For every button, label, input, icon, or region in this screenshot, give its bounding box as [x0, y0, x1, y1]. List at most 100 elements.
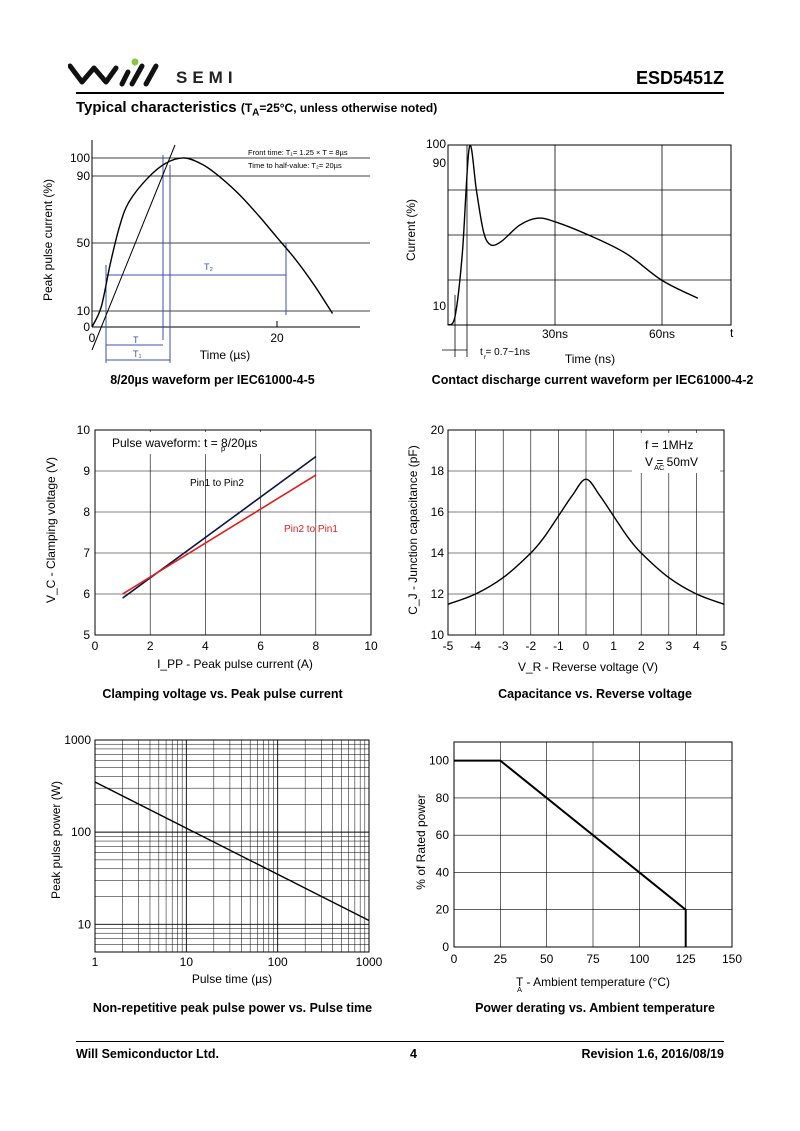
c4-xtick: -3	[498, 639, 509, 653]
c4-ytick: 16	[431, 505, 445, 519]
c5-frame	[94, 739, 370, 953]
c6-ytick: 100	[429, 754, 449, 768]
c6-ytick: 20	[436, 903, 450, 917]
c1-xlabel: Time (µs)	[200, 348, 250, 362]
c1-t-label: T	[133, 335, 139, 345]
c2-xtick: 60ns	[649, 327, 675, 341]
c3-series-line	[122, 474, 317, 595]
c5-grid: 1 10 100 1000 1000 100 10	[64, 733, 382, 969]
c3-ytick: 6	[83, 587, 90, 601]
c6-xtick: 25	[494, 952, 508, 966]
c1-ytick: 10	[77, 304, 91, 318]
footer-revision: Revision 1.6, 2016/08/19	[581, 1047, 724, 1061]
c1-ylabel: Peak pulse current (%)	[41, 179, 55, 301]
c1-ytick: 0	[83, 320, 90, 334]
c3-legend-bg	[108, 432, 294, 454]
c4-plot-area	[447, 478, 725, 605]
c5-xlabel: Pulse time (µs)	[192, 972, 272, 986]
c4-xlabel: V_R - Reverse voltage (V)	[518, 660, 658, 674]
condition-suffix: =25°C, unless otherwise noted)	[259, 101, 438, 115]
c4-ylabel: C_J - Junction capacitance (pF)	[406, 445, 420, 614]
c4-note-freq: f = 1MHz	[645, 438, 693, 452]
c3-xtick: 10	[364, 639, 378, 653]
c1-t2-label: T₂	[204, 262, 213, 272]
c5-ytick: 100	[71, 825, 91, 839]
part-number: ESD5451Z	[635, 68, 724, 88]
section-title-main: Typical characteristics	[76, 99, 237, 116]
c4-xtick: -1	[553, 639, 564, 653]
c1-ytick: 50	[77, 236, 91, 250]
c3-frame	[94, 429, 372, 636]
c3-xtick: 0	[92, 639, 99, 653]
waveform-8-20-chart: Peak pulse current (%) 100 90 50 10 0 0 …	[41, 140, 370, 363]
c4-xtick: -2	[525, 639, 536, 653]
c4-ytick: 14	[431, 546, 445, 560]
c2-axis-end: t	[730, 326, 734, 340]
c3-xtick: 2	[147, 639, 154, 653]
c3-plot-area	[122, 456, 317, 599]
c1-xtick: 0	[89, 331, 96, 345]
c6-xtick: 150	[722, 952, 742, 966]
c4-ytick: 18	[431, 464, 445, 478]
c2-tr-text: t = 0.7~1ns	[480, 347, 530, 358]
c6-grid: 0 25 50 75 100 125 150 0 20 40 60 80 100	[429, 742, 742, 966]
c5-plot-area	[94, 781, 370, 922]
contact-discharge-chart: Current (%) 100 90 10 30ns 60ns t Time (…	[404, 137, 734, 366]
c2-xlabel: Time (ns)	[565, 352, 615, 366]
c1-ytick: 100	[70, 151, 90, 165]
caption-waveform: 8/20µs waveform per IEC61000-4-5	[110, 373, 315, 387]
c4-xtick: 1	[610, 639, 617, 653]
c6-xlabel-sub: A	[517, 985, 522, 994]
c5-xtick: 10	[180, 955, 194, 969]
c3-series-label-pin1: Pin1 to Pin2	[190, 478, 244, 489]
c4-ytick: 12	[431, 587, 445, 601]
c3-ytick: 8	[83, 505, 90, 519]
c2-tr-sub: r	[484, 354, 487, 361]
footer-divider	[76, 1041, 724, 1042]
c3-xtick: 6	[257, 639, 264, 653]
caption-derating: Power derating vs. Ambient temperature	[475, 1001, 715, 1015]
c1-t1-label: T₁	[133, 349, 142, 359]
brand-name: SEMI	[176, 68, 238, 87]
clamping-voltage-chart: V_C - Clamping voltage (V) I_PP - Peak p…	[44, 423, 378, 671]
c6-xtick: 75	[586, 952, 600, 966]
section-title-condition: (TA=25°C, unless otherwise noted)	[240, 101, 438, 118]
c2-xtick: 30ns	[542, 327, 568, 341]
power-derating-chart: % of Rated power T - Ambient temperature…	[414, 741, 742, 994]
c6-ytick: 40	[436, 865, 450, 879]
c4-note-vac: V = 50mV	[645, 455, 698, 469]
c3-ytick: 10	[77, 423, 91, 437]
c6-plot-area	[454, 759, 687, 947]
c4-xtick: 4	[693, 639, 700, 653]
caption-capacitance: Capacitance vs. Reverse voltage	[498, 687, 692, 701]
c3-series-label-pin2: Pin2 to Pin1	[284, 524, 338, 535]
c3-legend-text: Pulse waveform: t = 8/20µs	[112, 436, 257, 450]
c4-ytick: 20	[431, 423, 445, 437]
c3-xtick: 8	[312, 639, 319, 653]
caption-contact-discharge: Contact discharge current waveform per I…	[431, 373, 754, 387]
c6-xlabel: T - Ambient temperature (°C)	[516, 975, 670, 989]
c3-ytick: 9	[83, 464, 90, 478]
c5-ytick: 1000	[64, 733, 91, 747]
caption-pulse-power: Non-repetitive peak pulse power vs. Puls…	[92, 1001, 373, 1015]
section-title: Typical characteristics (TA=25°C, unless…	[76, 99, 437, 118]
c6-series-line	[454, 759, 687, 947]
c4-xtick: 0	[583, 639, 590, 653]
c6-ytick: 80	[436, 791, 450, 805]
c4-xtick: -4	[470, 639, 481, 653]
c2-ytick: 90	[433, 156, 447, 170]
c4-series-line	[447, 478, 725, 605]
c3-xlabel: I_PP - Peak pulse current (A)	[157, 657, 313, 671]
c3-ytick: 5	[83, 628, 90, 642]
page-number: 4	[410, 1047, 417, 1061]
c3-grid: 0 2 4 6 8 10 5 6 7 8 9 10	[77, 423, 378, 653]
c6-ytick: 60	[436, 828, 450, 842]
c1-annotation-front: Front time: T₁= 1.25 × T = 8µs	[248, 148, 348, 157]
c3-ylabel: V_C - Clamping voltage (V)	[44, 457, 58, 603]
condition-prefix: (T	[240, 101, 253, 115]
peak-pulse-power-chart: Peak pulse power (W) Pulse time (µs) 1 10…	[49, 733, 383, 986]
c4-note-sub: AC	[654, 463, 665, 472]
c1-xtick: 20	[270, 331, 284, 345]
c5-xtick: 100	[268, 955, 288, 969]
